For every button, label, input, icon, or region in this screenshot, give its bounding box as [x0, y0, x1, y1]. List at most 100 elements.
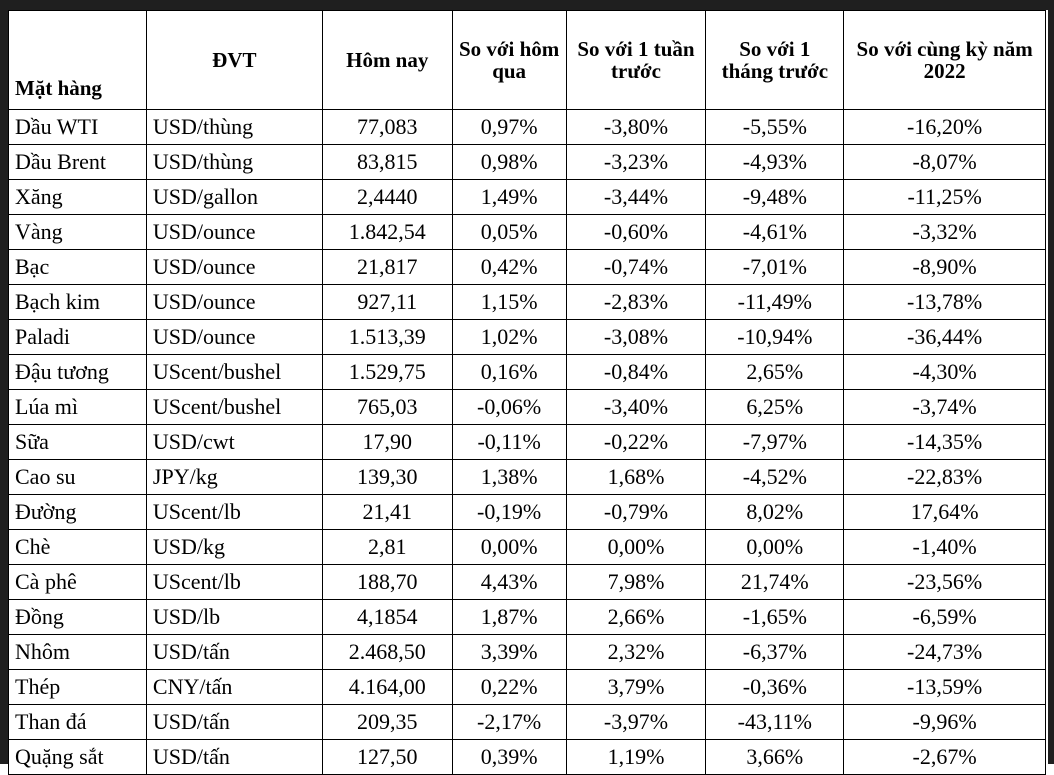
cell-change-vs-last-month: 3,66% [705, 739, 845, 775]
cell-change-vs-yesterday: 0,22% [451, 669, 567, 705]
cell-change-vs-yesterday: 0,00% [451, 529, 567, 565]
cell-change-vs-last-week: -0,60% [565, 214, 707, 250]
cell-item-name: Thép [8, 669, 147, 705]
table-row: Sữa USD/cwt 17,90 -0,11% -0,22% -7,97% -14,35% [8, 424, 1046, 460]
cell-unit: JPY/kg [145, 459, 323, 495]
cell-change-vs-yesterday: 0,97% [451, 109, 567, 145]
table-header-row: Mặt hàng ĐVT Hôm nay So với hôm qua So v… [8, 10, 1046, 110]
cell-unit: UScent/bushel [145, 354, 323, 390]
cell-unit: USD/ounce [145, 249, 323, 285]
table-row: Bạch kim USD/ounce 927,11 1,15% -2,83% -11,49… [8, 284, 1046, 320]
cell-today-price: 127,50 [321, 739, 453, 775]
cell-unit: USD/ounce [145, 319, 323, 355]
cell-change-vs-last-month: -4,93% [705, 144, 845, 180]
cell-change-vs-yesterday: 1,87% [451, 599, 567, 635]
cell-today-price: 4,1854 [321, 599, 453, 635]
header-vs-same-period-2022: So với cùng kỳ năm 2022 [843, 10, 1046, 110]
cell-today-price: 139,30 [321, 459, 453, 495]
header-unit: ĐVT [145, 10, 323, 110]
cell-change-vs-same-period-2022: -13,59% [843, 669, 1046, 705]
cell-unit: USD/tấn [145, 704, 323, 740]
cell-change-vs-same-period-2022: -6,59% [843, 599, 1046, 635]
window-frame-left [0, 0, 8, 764]
cell-item-name: Bạc [8, 249, 147, 285]
cell-change-vs-last-week: 0,00% [565, 529, 707, 565]
cell-change-vs-last-week: -3,97% [565, 704, 707, 740]
cell-change-vs-yesterday: 0,16% [451, 354, 567, 390]
cell-unit: USD/lb [145, 599, 323, 635]
cell-item-name: Than đá [8, 704, 147, 740]
cell-change-vs-last-month: 6,25% [705, 389, 845, 425]
cell-item-name: Paladi [8, 319, 147, 355]
cell-change-vs-yesterday: -0,19% [451, 494, 567, 530]
cell-today-price: 17,90 [321, 424, 453, 460]
cell-change-vs-last-week: -3,80% [565, 109, 707, 145]
cell-change-vs-same-period-2022: -24,73% [843, 634, 1046, 670]
cell-change-vs-same-period-2022: -36,44% [843, 319, 1046, 355]
commodity-price-table: Mặt hàng ĐVT Hôm nay So với hôm qua So v… [8, 10, 1046, 775]
cell-change-vs-last-week: 1,68% [565, 459, 707, 495]
cell-change-vs-last-month: -11,49% [705, 284, 845, 320]
cell-today-price: 1.842,54 [321, 214, 453, 250]
cell-change-vs-last-month: -7,97% [705, 424, 845, 460]
header-vs-last-week: So với 1 tuần trước [565, 10, 707, 110]
cell-change-vs-same-period-2022: -1,40% [843, 529, 1046, 565]
cell-item-name: Dầu WTI [8, 109, 147, 145]
cell-today-price: 209,35 [321, 704, 453, 740]
cell-item-name: Chè [8, 529, 147, 565]
cell-change-vs-last-week: -0,74% [565, 249, 707, 285]
cell-change-vs-last-week: -2,83% [565, 284, 707, 320]
cell-change-vs-same-period-2022: 17,64% [843, 494, 1046, 530]
cell-change-vs-same-period-2022: -11,25% [843, 179, 1046, 215]
table-row: Đường UScent/lb 21,41 -0,19% -0,79% 8,02% 17,6… [8, 494, 1046, 530]
cell-unit: USD/ounce [145, 214, 323, 250]
cell-change-vs-yesterday: 4,43% [451, 564, 567, 600]
cell-change-vs-yesterday: -0,06% [451, 389, 567, 425]
cell-unit: UScent/bushel [145, 389, 323, 425]
cell-unit: USD/gallon [145, 179, 323, 215]
cell-change-vs-last-month: -7,01% [705, 249, 845, 285]
table-row: Paladi USD/ounce 1.513,39 1,02% -3,08% -10,94… [8, 319, 1046, 355]
table-row: Than đá USD/tấn 209,35 -2,17% -3,97% -43,11% -… [8, 704, 1046, 740]
cell-change-vs-yesterday: 1,15% [451, 284, 567, 320]
cell-change-vs-yesterday: 3,39% [451, 634, 567, 670]
cell-change-vs-last-week: -3,08% [565, 319, 707, 355]
cell-change-vs-same-period-2022: -13,78% [843, 284, 1046, 320]
cell-item-name: Nhôm [8, 634, 147, 670]
cell-today-price: 4.164,00 [321, 669, 453, 705]
cell-change-vs-last-month: -1,65% [705, 599, 845, 635]
cell-unit: USD/ounce [145, 284, 323, 320]
cell-today-price: 927,11 [321, 284, 453, 320]
cell-item-name: Bạch kim [8, 284, 147, 320]
cell-change-vs-last-week: -0,79% [565, 494, 707, 530]
table-row: Xăng USD/gallon 2,4440 1,49% -3,44% -9,48% -11… [8, 179, 1046, 215]
table-row: Đậu tương UScent/bushel 1.529,75 0,16% -0,84… [8, 354, 1046, 390]
table-body: Dầu WTI USD/thùng 77,083 0,97% -3,80% -5,55% -… [8, 109, 1046, 775]
cell-change-vs-yesterday: 0,39% [451, 739, 567, 775]
table-row: Vàng USD/ounce 1.842,54 0,05% -0,60% -4,61% -3… [8, 214, 1046, 250]
cell-change-vs-same-period-2022: -8,90% [843, 249, 1046, 285]
cell-item-name: Đường [8, 494, 147, 530]
cell-change-vs-last-month: -4,52% [705, 459, 845, 495]
cell-item-name: Cà phê [8, 564, 147, 600]
cell-change-vs-last-month: 0,00% [705, 529, 845, 565]
cell-change-vs-last-week: -3,23% [565, 144, 707, 180]
cell-today-price: 765,03 [321, 389, 453, 425]
cell-change-vs-last-week: 3,79% [565, 669, 707, 705]
cell-change-vs-last-month: 2,65% [705, 354, 845, 390]
cell-today-price: 188,70 [321, 564, 453, 600]
cell-change-vs-same-period-2022: -2,67% [843, 739, 1046, 775]
cell-unit: UScent/lb [145, 564, 323, 600]
cell-item-name: Quặng sắt [8, 739, 147, 775]
cell-change-vs-last-week: -3,40% [565, 389, 707, 425]
cell-change-vs-last-week: 2,66% [565, 599, 707, 635]
cell-change-vs-same-period-2022: -4,30% [843, 354, 1046, 390]
cell-change-vs-last-week: -3,44% [565, 179, 707, 215]
cell-change-vs-same-period-2022: -23,56% [843, 564, 1046, 600]
table-row: Lúa mì UScent/bushel 765,03 -0,06% -3,40% 6,2… [8, 389, 1046, 425]
cell-unit: UScent/lb [145, 494, 323, 530]
cell-change-vs-last-week: 2,32% [565, 634, 707, 670]
window-frame-top [0, 0, 1054, 10]
cell-item-name: Lúa mì [8, 389, 147, 425]
cell-change-vs-last-week: 1,19% [565, 739, 707, 775]
